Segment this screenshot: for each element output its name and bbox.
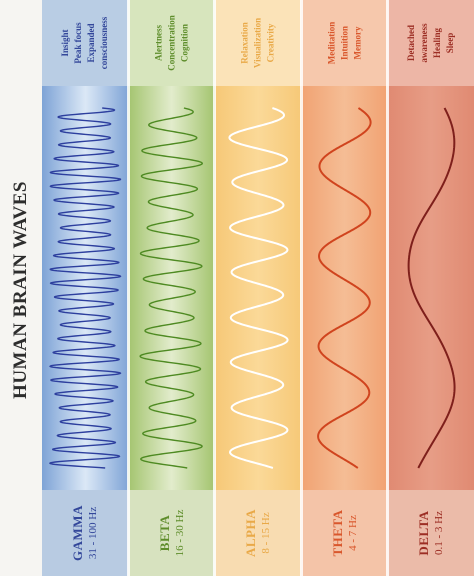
band-frequency: 0.1 - 3 Hz (433, 511, 446, 556)
wave-panel (42, 86, 129, 490)
trait-label: Relaxation (239, 22, 250, 64)
wave-line (317, 107, 372, 469)
band-name: BETA (156, 514, 172, 552)
band-frequency: 4 - 7 Hz (346, 515, 359, 551)
band-name: DELTA (416, 510, 432, 556)
wave-graphic (228, 107, 289, 469)
band-frequency: 8 - 15 Hz (260, 512, 273, 554)
trait-label: Visualization (252, 17, 263, 69)
traits-cell: Alertness Concentration Cognition (128, 0, 216, 86)
trait-label: Detached (406, 25, 417, 61)
band-name: THETA (329, 509, 345, 557)
trait-label: Concentration (166, 15, 177, 71)
trait-label: Sleep (445, 32, 456, 54)
wave-panel (301, 86, 389, 490)
wave-panel (128, 86, 216, 490)
band-frequency: 16 - 30 Hz (173, 509, 186, 557)
wave-graphic (407, 107, 456, 469)
wave-graphic (317, 107, 372, 469)
band-divider (386, 0, 390, 576)
title-strip: HUMAN BRAIN WAVES (0, 0, 42, 576)
band-alpha: Relaxation Visualization Creativity ALPHA 8 … (214, 0, 302, 576)
band-beta: Alertness Concentration Cognition BETA 16 - … (128, 0, 216, 576)
band-delta: Detached awareness Healing Sleep DELTA 0.1 - … (387, 0, 474, 576)
band-divider (299, 0, 303, 576)
trait-label: Peak focus (73, 22, 84, 64)
band-name: GAMMA (70, 505, 86, 561)
trait-label: Healing (432, 28, 443, 59)
band-label-cell: GAMMA 31 - 100 Hz (42, 490, 129, 576)
trait-label: Creativity (265, 23, 276, 63)
band-frequency: 31 - 100 Hz (87, 506, 100, 560)
trait-label: Intuition (339, 26, 350, 61)
trait-label: consciousness (99, 16, 110, 70)
traits-cell: Relaxation Visualization Creativity (214, 0, 302, 86)
band-divider (126, 0, 130, 576)
wave-line (139, 107, 204, 469)
wave-graphic (49, 107, 122, 469)
band-label-cell: BETA 16 - 30 Hz (128, 490, 216, 576)
band-theta: Meditation Intuition Memory THETA 4 - 7 Hz (301, 0, 389, 576)
trait-label: Insight (60, 29, 71, 57)
band-divider (213, 0, 217, 576)
wave-panel (387, 86, 474, 490)
trait-label: Cognition (179, 24, 190, 63)
trait-label: Memory (352, 26, 363, 60)
trait-label: Meditation (326, 21, 337, 65)
page-title: HUMAN BRAIN WAVES (10, 181, 31, 399)
trait-label: Alertness (153, 25, 164, 61)
trait-label: Expanded (86, 23, 97, 63)
wave-line (407, 107, 456, 469)
wave-panel (214, 86, 302, 490)
traits-cell: Meditation Intuition Memory (301, 0, 389, 86)
band-label-cell: DELTA 0.1 - 3 Hz (387, 490, 474, 576)
trait-label: awareness (419, 23, 430, 63)
band-gamma: Insight Peak focus Expanded consciousness GA… (42, 0, 129, 576)
traits-cell: Detached awareness Healing Sleep (387, 0, 474, 86)
band-label-cell: THETA 4 - 7 Hz (301, 490, 389, 576)
wave-line (49, 107, 122, 469)
band-label-cell: ALPHA 8 - 15 Hz (214, 490, 302, 576)
wave-graphic (139, 107, 204, 469)
band-name: ALPHA (243, 509, 259, 557)
traits-cell: Insight Peak focus Expanded consciousness (42, 0, 129, 86)
wave-line (228, 107, 289, 469)
